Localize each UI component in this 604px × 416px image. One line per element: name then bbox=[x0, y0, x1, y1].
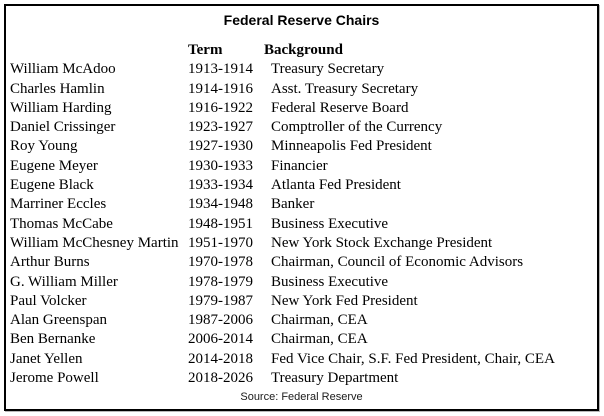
table-row: Eugene Meyer 1930-1933 Financier bbox=[6, 157, 597, 176]
chair-term: 1979-1987 bbox=[188, 292, 253, 309]
table-row: Jerome Powell 2018-2026 Treasury Departm… bbox=[6, 369, 597, 388]
chair-term: 1934-1948 bbox=[188, 196, 253, 213]
table-row: William McAdoo 1913-1914 Treasury Secret… bbox=[6, 60, 597, 79]
chair-term: 1948-1951 bbox=[188, 215, 253, 232]
table-row: Marriner Eccles 1934-1948 Banker bbox=[6, 195, 597, 214]
chair-name: Roy Young bbox=[10, 138, 78, 155]
source-note: Source: Federal Reserve bbox=[240, 391, 363, 404]
chair-term: 1970-1978 bbox=[188, 254, 253, 271]
table-row: Ben Bernanke 2006-2014 Chairman, CEA bbox=[6, 330, 597, 349]
chair-name: Thomas McCabe bbox=[10, 215, 113, 232]
table-body: William McAdoo 1913-1914 Treasury Secret… bbox=[6, 60, 597, 388]
chair-name: Eugene Black bbox=[10, 177, 94, 194]
table-row: G. William Miller 1978-1979 Business Exe… bbox=[6, 273, 597, 292]
chair-background: Comptroller of the Currency bbox=[271, 119, 443, 136]
table-row: Paul Volcker 1979-1987 New York Fed Pres… bbox=[6, 292, 597, 311]
table-row: Charles Hamlin 1914-1916 Asst. Treasury … bbox=[6, 80, 597, 99]
chair-background: Business Executive bbox=[271, 215, 389, 232]
chair-term: 1914-1916 bbox=[188, 80, 253, 97]
chair-background: Treasury Department bbox=[271, 370, 399, 387]
chair-background: Banker bbox=[271, 196, 315, 213]
chair-background: Chairman, Council of Economic Advisors bbox=[271, 254, 524, 271]
chair-term: 2006-2014 bbox=[188, 331, 253, 348]
chair-term: 1951-1970 bbox=[188, 234, 253, 251]
chair-background: Atlanta Fed President bbox=[271, 177, 401, 194]
chair-background: Federal Reserve Board bbox=[271, 99, 409, 116]
table-frame: Federal Reserve Chairs Term Background W… bbox=[4, 4, 599, 411]
chair-name: William McChesney Martin bbox=[10, 234, 179, 251]
chair-background: Minneapolis Fed President bbox=[271, 138, 432, 155]
chair-term: 1987-2006 bbox=[188, 312, 253, 329]
chair-name: Eugene Meyer bbox=[10, 157, 98, 174]
chair-name: Marriner Eccles bbox=[10, 196, 107, 213]
table-row: Eugene Black 1933-1934 Atlanta Fed Presi… bbox=[6, 176, 597, 195]
chair-term: 2018-2026 bbox=[188, 370, 253, 387]
chair-name: Ben Bernanke bbox=[10, 331, 96, 348]
chair-name: Paul Volcker bbox=[10, 292, 87, 309]
chair-name: Charles Hamlin bbox=[10, 80, 105, 97]
table-row: William McChesney Martin 1951-1970 New Y… bbox=[6, 234, 597, 253]
chair-term: 2014-2018 bbox=[188, 350, 253, 367]
chair-background: New York Fed President bbox=[271, 292, 418, 309]
chair-term: 1978-1979 bbox=[188, 273, 253, 290]
chair-background: Chairman, CEA bbox=[271, 331, 368, 348]
chair-name: Janet Yellen bbox=[10, 350, 83, 367]
chair-term: 1923-1927 bbox=[188, 119, 253, 136]
chair-term: 1930-1933 bbox=[188, 157, 253, 174]
column-header-term: Term bbox=[188, 42, 223, 58]
chair-term: 1927-1930 bbox=[188, 138, 253, 155]
chair-term: 1933-1934 bbox=[188, 177, 253, 194]
chair-background: Asst. Treasury Secretary bbox=[271, 80, 419, 97]
table-header-row: Term Background bbox=[6, 41, 597, 60]
table-row: Alan Greenspan 1987-2006 Chairman, CEA bbox=[6, 311, 597, 330]
chair-name: Jerome Powell bbox=[10, 370, 99, 387]
chair-name: Alan Greenspan bbox=[10, 312, 108, 329]
chair-background: Treasury Secretary bbox=[271, 61, 385, 78]
chair-name: William McAdoo bbox=[10, 61, 116, 78]
chair-name: William Harding bbox=[10, 99, 112, 116]
column-header-background: Background bbox=[264, 42, 343, 58]
chair-term: 1913-1914 bbox=[188, 61, 253, 78]
chair-background: Financier bbox=[271, 157, 328, 174]
table-row: Janet Yellen 2014-2018 Fed Vice Chair, S… bbox=[6, 350, 597, 369]
chair-background: Chairman, CEA bbox=[271, 312, 368, 329]
chair-name: G. William Miller bbox=[10, 273, 118, 290]
table-row: Arthur Burns 1970-1978 Chairman, Council… bbox=[6, 253, 597, 272]
table-row: William Harding 1916-1922 Federal Reserv… bbox=[6, 99, 597, 118]
table-row: Thomas McCabe 1948-1951 Business Executi… bbox=[6, 215, 597, 234]
chair-background: New York Stock Exchange President bbox=[271, 234, 493, 251]
chair-term: 1916-1922 bbox=[188, 99, 253, 116]
column-header-name-blank bbox=[10, 41, 188, 60]
table-title: Federal Reserve Chairs bbox=[223, 12, 380, 28]
chair-name: Arthur Burns bbox=[10, 254, 90, 271]
table-row: Daniel Crissinger 1923-1927 Comptroller … bbox=[6, 118, 597, 137]
chair-name: Daniel Crissinger bbox=[10, 119, 116, 136]
table-row: Roy Young 1927-1930 Minneapolis Fed Pres… bbox=[6, 137, 597, 156]
chair-background: Business Executive bbox=[271, 273, 389, 290]
chair-background: Fed Vice Chair, S.F. Fed President, Chai… bbox=[271, 350, 555, 367]
